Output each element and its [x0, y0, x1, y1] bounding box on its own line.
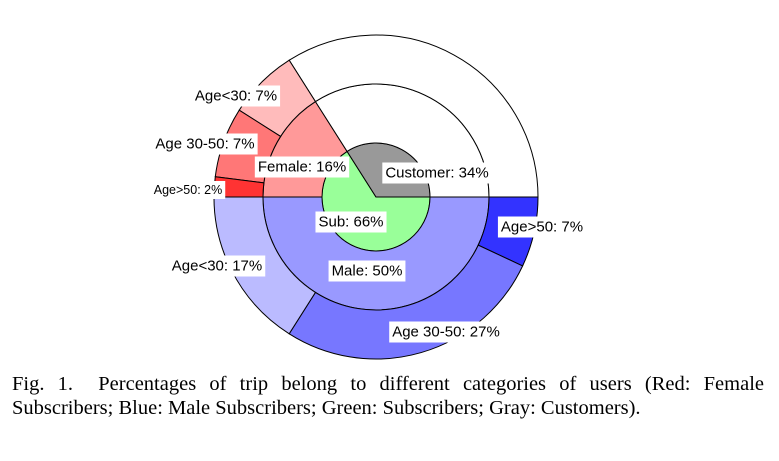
caption-text: Percentages of trip belong to different … [12, 373, 764, 419]
label-background [152, 133, 258, 155]
middle-ring-label-male-50: Male: 50% [328, 260, 406, 282]
label-background [254, 156, 350, 178]
label-text: Age>50: 2% [154, 183, 222, 197]
label-background [328, 260, 406, 282]
outer-ring-label-age-50-7: Age>50: 7% [497, 216, 587, 238]
inner-ring-label-sub-66: Sub: 66% [315, 211, 387, 233]
inner-ring-label-customer-34: Customer: 34% [382, 162, 492, 184]
label-text: Female: 16% [258, 159, 346, 176]
figure-caption: Fig. 1. Percentages of trip belong to di… [12, 372, 764, 420]
caption-figure-label: Fig. 1. [12, 373, 74, 395]
label-text: Age<30: 7% [195, 88, 277, 105]
label-background [389, 321, 503, 343]
outer-ring-label-age-30-50-7: Age 30-50: 7% [152, 133, 258, 155]
sunburst-chart: Sub: 66% Customer: 34% Male: 50% Female: 16… [150, 34, 587, 360]
label-text: Male: 50% [332, 263, 403, 280]
outer-ring-label-age-30-50-27: Age 30-50: 27% [389, 321, 503, 343]
outer-ring-label-age-50-2: Age>50: 2% [150, 181, 226, 199]
label-background [150, 181, 226, 199]
chart-segments [213, 34, 539, 360]
label-background [382, 162, 492, 184]
label-background [315, 211, 387, 233]
label-text: Customer: 34% [385, 165, 488, 182]
label-background [191, 85, 281, 107]
outer-ring-segment-customer-customer [288, 34, 539, 198]
chart-labels: Sub: 66% Customer: 34% Male: 50% Female: 16… [150, 85, 587, 343]
label-text: Age<30: 17% [172, 258, 263, 275]
outer-ring-label-age-30-17: Age<30: 17% [168, 255, 266, 277]
label-text: Age>50: 7% [501, 219, 583, 236]
label-text: Age 30-50: 27% [392, 324, 500, 341]
outer-ring-label-age-30-7: Age<30: 7% [191, 85, 281, 107]
label-text: Sub: 66% [318, 214, 383, 231]
middle-ring-label-female-16: Female: 16% [254, 156, 350, 178]
label-text: Age 30-50: 7% [155, 136, 254, 153]
label-background [168, 255, 266, 277]
label-background [497, 216, 587, 238]
